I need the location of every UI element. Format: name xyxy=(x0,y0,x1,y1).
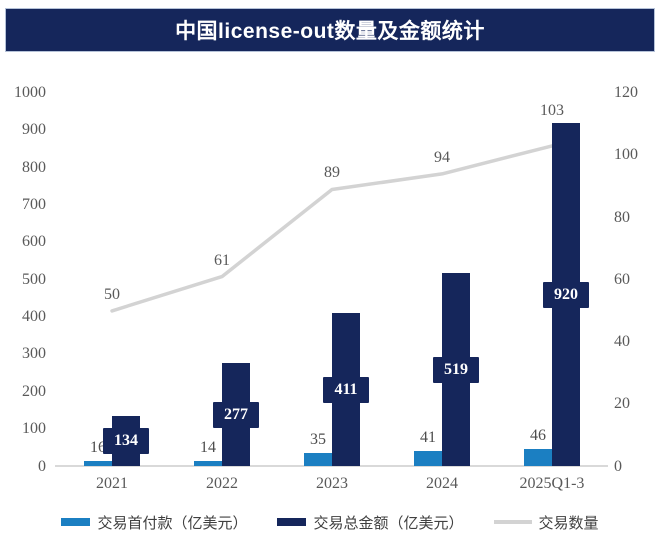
left-axis-tick: 1000 xyxy=(14,84,46,101)
left-axis-tick: 900 xyxy=(22,121,46,139)
left-axis-tick: 800 xyxy=(22,158,46,176)
left-axis-tick: 600 xyxy=(22,233,46,251)
left-axis-tick: 0 xyxy=(38,457,46,475)
deal-count-line xyxy=(110,144,554,313)
x-axis-label: 2021 xyxy=(96,475,128,492)
deal-count-value-label: 94 xyxy=(434,148,450,166)
bar-first-payment xyxy=(414,451,442,467)
bar-first-payment xyxy=(194,461,222,467)
right-axis-tick: 80 xyxy=(614,208,630,226)
total-amount-value-label: 519 xyxy=(433,356,479,383)
title-banner: 中国license-out数量及金额统计 xyxy=(5,8,655,52)
left-axis-tick: 700 xyxy=(22,196,46,214)
legend-bar-swatch xyxy=(61,518,91,526)
x-axis-label: 2025Q1-3 xyxy=(519,475,585,492)
legend-bar-swatch xyxy=(277,518,307,526)
legend-item: 交易首付款（亿美元） xyxy=(61,512,247,533)
legend: 交易首付款（亿美元） 交易总金额（亿美元） 交易数量 xyxy=(0,509,660,535)
chart-title: 中国license-out数量及金额统计 xyxy=(175,20,485,43)
legend-item: 交易总金额（亿美元） xyxy=(277,512,464,533)
x-axis-label: 2024 xyxy=(426,475,458,492)
left-axis-tick: 300 xyxy=(22,345,46,363)
legend-item: 交易数量 xyxy=(493,512,599,533)
bar-first-payment xyxy=(304,453,332,467)
first-payment-value-label: 41 xyxy=(420,429,436,447)
total-amount-value-label: 920 xyxy=(543,281,589,308)
legend-label: 交易总金额（亿美元） xyxy=(313,514,464,532)
right-axis-tick: 100 xyxy=(614,146,638,164)
right-axis-tick: 40 xyxy=(614,333,630,350)
deal-count-value-label: 61 xyxy=(214,251,230,269)
first-payment-value-label: 35 xyxy=(310,431,326,449)
legend-label: 交易首付款（亿美元） xyxy=(97,514,248,532)
total-amount-value-label: 134 xyxy=(103,428,149,455)
first-payment-value-label: 46 xyxy=(530,427,546,445)
x-axis-label: 2022 xyxy=(206,475,238,492)
bar-first-payment xyxy=(84,460,112,467)
right-axis-tick: 0 xyxy=(614,457,622,475)
right-axis-tick: 120 xyxy=(614,84,638,101)
right-axis-tick: 60 xyxy=(614,270,630,288)
bar-first-payment xyxy=(524,449,552,467)
total-amount-value-label: 411 xyxy=(323,376,369,403)
x-axis-label: 2023 xyxy=(316,475,348,492)
left-axis-tick: 500 xyxy=(22,270,46,288)
first-payment-value-label: 14 xyxy=(200,439,216,457)
deal-count-value-label: 89 xyxy=(324,164,340,182)
legend-label: 交易数量 xyxy=(538,514,599,532)
legend-line-swatch xyxy=(493,520,532,524)
left-axis-tick: 400 xyxy=(22,308,46,326)
total-amount-value-label: 277 xyxy=(213,401,259,428)
left-axis-tick: 200 xyxy=(22,382,46,400)
left-axis-tick: 100 xyxy=(22,420,46,438)
deal-count-value-label: 50 xyxy=(104,285,120,303)
right-axis-tick: 20 xyxy=(614,395,630,413)
first-payment-value-label: 16 xyxy=(90,438,106,456)
deal-count-value-label: 103 xyxy=(540,101,564,119)
